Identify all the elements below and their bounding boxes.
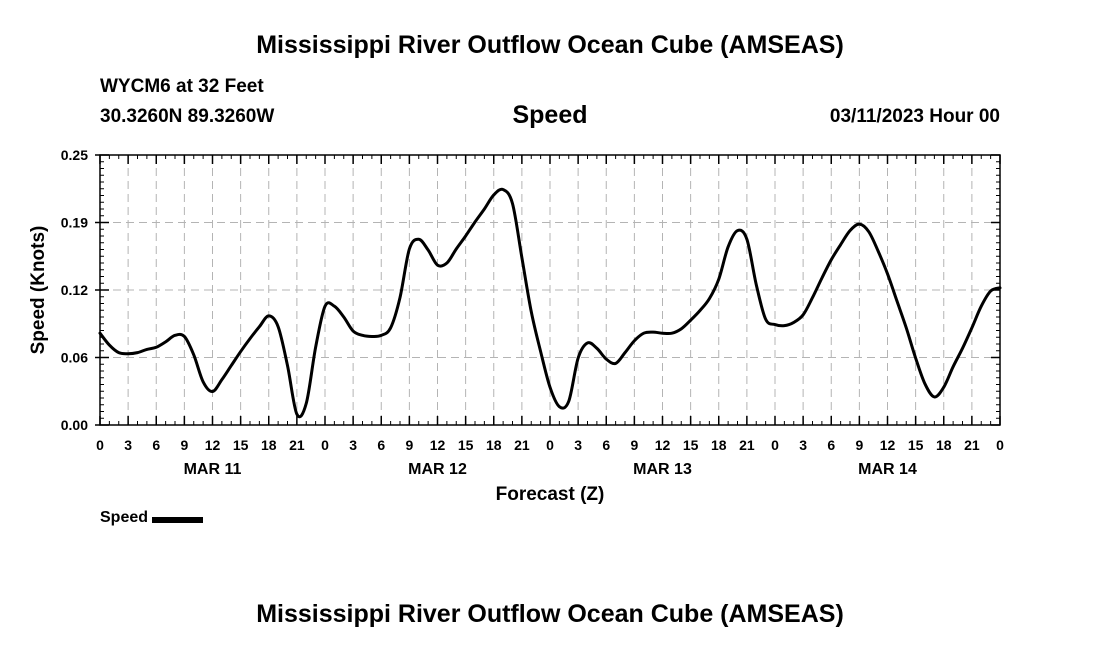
x-tick-label: 15 bbox=[458, 437, 474, 453]
legend-swatch bbox=[152, 516, 204, 523]
day-label: MAR 14 bbox=[858, 461, 917, 478]
x-tick-label: 21 bbox=[739, 437, 755, 453]
x-tick-label: 3 bbox=[799, 437, 807, 453]
x-tick-label: 18 bbox=[486, 437, 502, 453]
coordinates-label: 30.3260N 89.3260W bbox=[100, 106, 275, 127]
station-label: WYCM6 at 32 Feet bbox=[100, 76, 264, 97]
x-tick-label: 0 bbox=[321, 437, 329, 453]
footer-title: Mississippi River Outflow Ocean Cube (AM… bbox=[256, 600, 844, 628]
x-tick-label: 9 bbox=[180, 437, 188, 453]
x-tick-label: 3 bbox=[124, 437, 132, 453]
series-line-speed bbox=[98, 187, 1002, 419]
x-tick-label: 21 bbox=[514, 437, 530, 453]
x-tick-label: 3 bbox=[574, 437, 582, 453]
variable-title: Speed bbox=[512, 101, 588, 129]
x-axis-title: Forecast (Z) bbox=[496, 484, 605, 505]
y-tick-label: 0.06 bbox=[61, 350, 88, 366]
day-label: MAR 11 bbox=[184, 461, 242, 478]
x-tick-label: 6 bbox=[152, 437, 160, 453]
x-tick-label: 6 bbox=[827, 437, 835, 453]
x-tick-label: 12 bbox=[655, 437, 671, 453]
x-tick-label: 15 bbox=[908, 437, 924, 453]
plot-frame bbox=[99, 154, 1001, 426]
x-tick-label: 12 bbox=[430, 437, 446, 453]
x-tick-label: 9 bbox=[630, 437, 638, 453]
x-tick-label: 18 bbox=[261, 437, 277, 453]
x-tick-label: 15 bbox=[683, 437, 699, 453]
forecast-datetime: 03/11/2023 Hour 00 bbox=[829, 106, 1000, 127]
legend: Speed bbox=[100, 509, 204, 527]
x-tick-label: 6 bbox=[377, 437, 385, 453]
y-tick-label: 0.00 bbox=[61, 417, 88, 433]
legend-label: Speed bbox=[100, 509, 149, 526]
y-axis-title: Speed (Knots) bbox=[28, 226, 49, 355]
page-title: Mississippi River Outflow Ocean Cube (AM… bbox=[256, 31, 844, 59]
x-tick-label: 12 bbox=[880, 437, 896, 453]
x-tick-label: 9 bbox=[405, 437, 413, 453]
x-tick-label: 21 bbox=[289, 437, 305, 453]
x-tick-label: 3 bbox=[349, 437, 357, 453]
x-tick-label: 0 bbox=[771, 437, 779, 453]
x-tick-label: 12 bbox=[205, 437, 221, 453]
y-tick-label: 0.19 bbox=[61, 215, 88, 231]
x-tick-label: 0 bbox=[996, 437, 1004, 453]
x-tick-label: 18 bbox=[711, 437, 727, 453]
day-label: MAR 13 bbox=[633, 461, 692, 478]
x-tick-label: 18 bbox=[936, 437, 952, 453]
x-tick-label: 21 bbox=[964, 437, 980, 453]
y-tick-label: 0.12 bbox=[61, 282, 88, 298]
x-tick-label: 9 bbox=[855, 437, 863, 453]
x-tick-label: 15 bbox=[233, 437, 249, 453]
x-tick-label: 6 bbox=[602, 437, 610, 453]
y-tick-label: 0.25 bbox=[61, 147, 88, 163]
x-tick-label: 0 bbox=[96, 437, 104, 453]
day-label: MAR 12 bbox=[408, 461, 467, 478]
x-tick-label: 0 bbox=[546, 437, 554, 453]
